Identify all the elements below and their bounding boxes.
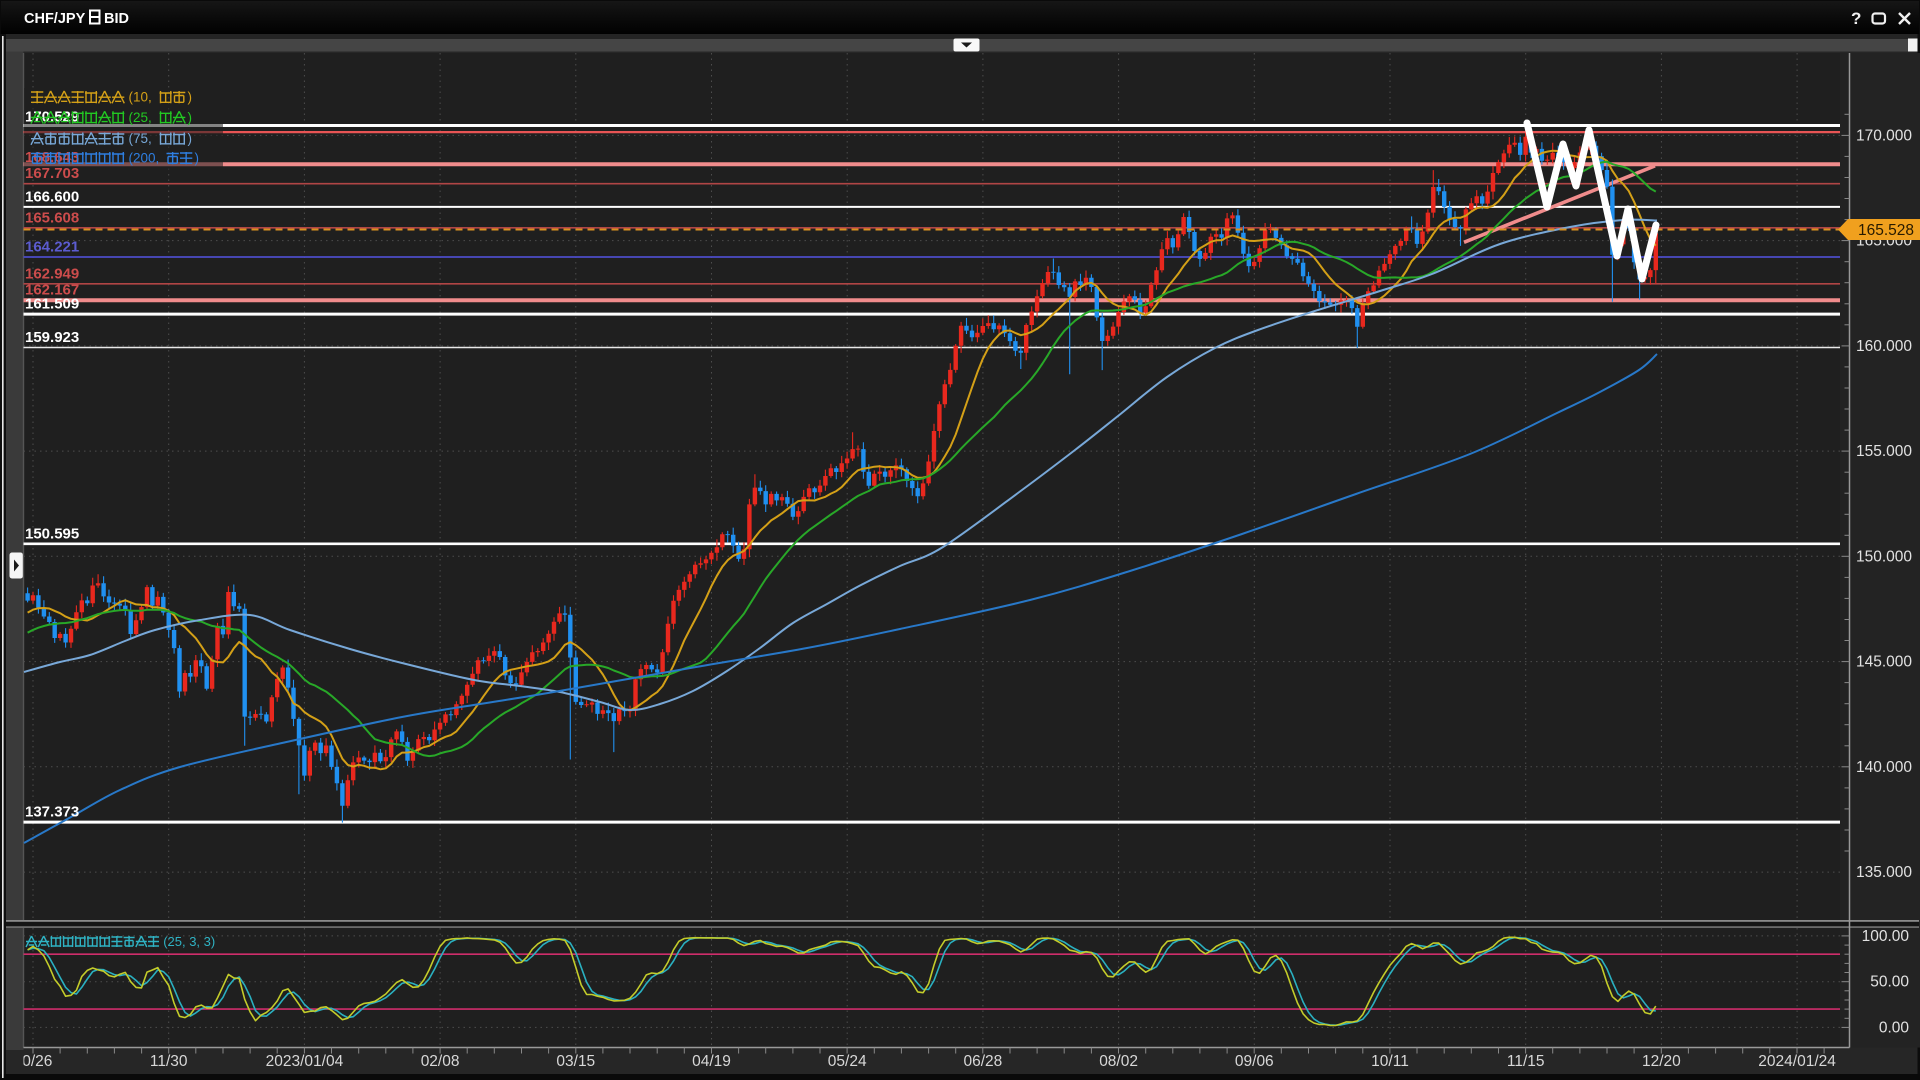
svg-text:): ) [188,90,193,105]
svg-text:06/28: 06/28 [964,1053,1003,1070]
svg-text:): ) [195,151,200,166]
svg-text:100.00: 100.00 [1862,928,1910,945]
svg-text:11/15: 11/15 [1507,1053,1545,1070]
svg-text:(200,: (200, [129,151,160,166]
svg-text:161.509: 161.509 [25,296,79,313]
svg-text:05/24: 05/24 [828,1053,867,1070]
svg-text:BID: BID [104,11,129,27]
svg-text:150.595: 150.595 [25,525,79,542]
svg-text:2023/01/04: 2023/01/04 [266,1053,344,1070]
svg-text:): ) [188,110,193,125]
svg-text:11/30: 11/30 [150,1053,188,1070]
svg-text:167.703: 167.703 [25,165,79,182]
svg-text:09/06: 09/06 [1235,1053,1274,1070]
svg-text:165.528: 165.528 [1858,222,1914,239]
svg-text:164.221: 164.221 [25,239,79,256]
svg-text:(25, 3, 3): (25, 3, 3) [163,934,215,949]
svg-text:(10,: (10, [129,90,152,105]
svg-text:(25,: (25, [129,110,152,125]
svg-text:140.000: 140.000 [1856,759,1912,776]
svg-text:135.000: 135.000 [1856,864,1912,881]
svg-text:?: ? [1851,9,1861,28]
svg-text:CHF/JPY: CHF/JPY [24,11,86,27]
svg-text:10/11: 10/11 [1371,1053,1409,1070]
svg-text:165.608: 165.608 [25,209,79,226]
svg-text:170.000: 170.000 [1856,127,1912,144]
svg-text:166.600: 166.600 [25,188,79,205]
svg-text:): ) [188,131,193,146]
svg-text:155.000: 155.000 [1856,443,1912,460]
svg-text:150.000: 150.000 [1856,548,1912,565]
svg-text:160.000: 160.000 [1856,338,1912,355]
svg-text:0.00: 0.00 [1879,1019,1910,1036]
svg-text:08/02: 08/02 [1099,1053,1138,1070]
svg-text:03/15: 03/15 [556,1053,595,1070]
svg-text:02/08: 02/08 [421,1053,460,1070]
svg-text:145.000: 145.000 [1856,654,1912,671]
svg-text:04/19: 04/19 [692,1053,731,1070]
svg-text:(75,: (75, [129,131,152,146]
svg-text:2024/01/24: 2024/01/24 [1758,1053,1836,1070]
svg-text:50.00: 50.00 [1870,974,1909,991]
svg-text:137.373: 137.373 [25,804,79,821]
svg-text:162.167: 162.167 [25,282,79,299]
svg-text:162.949: 162.949 [25,265,79,282]
svg-text:159.923: 159.923 [25,329,79,346]
svg-text:12/20: 12/20 [1642,1053,1681,1070]
